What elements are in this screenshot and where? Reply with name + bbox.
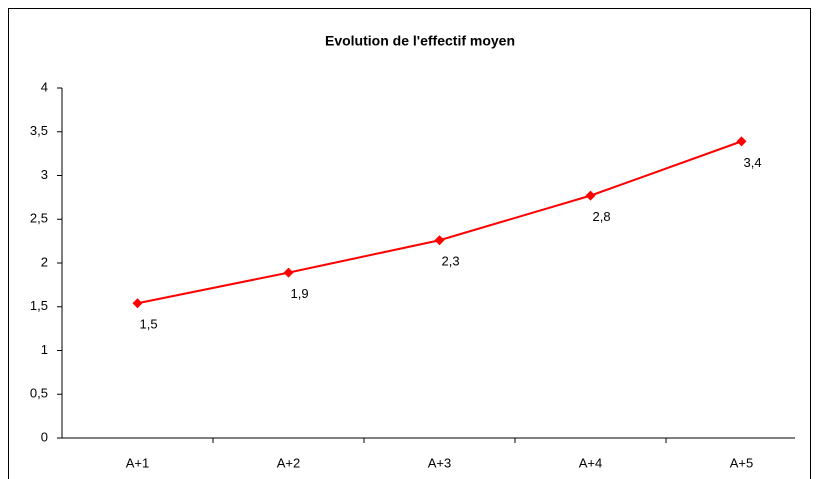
y-tick-label: 2 (41, 254, 48, 269)
data-label: 1,5 (140, 317, 158, 332)
x-tick-label: A+4 (579, 455, 603, 470)
x-tick-label: A+3 (428, 455, 452, 470)
marker (132, 298, 143, 309)
x-tick-label: A+5 (730, 455, 754, 470)
y-tick-label: 2,5 (30, 211, 48, 226)
x-tick-label: A+2 (277, 455, 301, 470)
y-tick-label: 4 (41, 79, 48, 94)
y-tick-label: 3 (41, 167, 48, 182)
y-tick-label: 1,5 (30, 298, 48, 313)
data-label: 2,8 (593, 209, 611, 224)
data-label: 3,4 (744, 155, 762, 170)
chart-border (8, 8, 811, 479)
chart-title: Evolution de l'effectif moyen (325, 33, 515, 49)
data-label: 2,3 (442, 254, 460, 269)
marker (585, 190, 596, 201)
y-tick-label: 0 (41, 429, 48, 444)
y-tick-label: 3,5 (30, 123, 48, 138)
marker (283, 267, 294, 278)
y-tick-label: 1 (41, 342, 48, 357)
x-tick-label: A+1 (126, 455, 150, 470)
marker (736, 136, 747, 147)
data-label: 1,9 (291, 286, 309, 301)
marker (434, 235, 445, 246)
y-tick-label: 0,5 (30, 386, 48, 401)
